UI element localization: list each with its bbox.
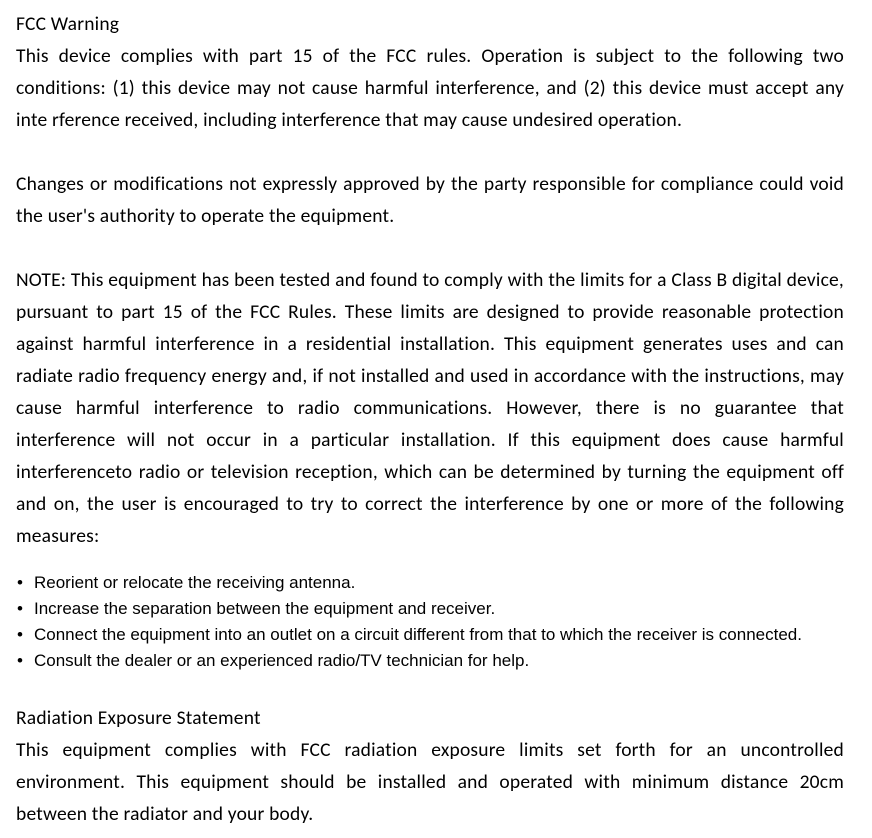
- fcc-warning-paragraph-2: Changes or modifications not expressly a…: [16, 168, 844, 232]
- document-page: FCC Warning This device complies with pa…: [0, 0, 872, 838]
- blank-line: [16, 674, 844, 702]
- fcc-warning-title: FCC Warning: [16, 8, 844, 40]
- list-item: Increase the separation between the equi…: [16, 596, 844, 622]
- blank-line: [16, 232, 844, 264]
- radiation-exposure-title: Radiation Exposure Statement: [16, 702, 844, 734]
- blank-line: [16, 552, 844, 570]
- list-item: Consult the dealer or an experienced rad…: [16, 648, 844, 674]
- fcc-warning-paragraph-1: This device complies with part 15 of the…: [16, 40, 844, 136]
- list-item: Connect the equipment into an outlet on …: [16, 622, 844, 648]
- fcc-warning-paragraph-3: NOTE: This equipment has been tested and…: [16, 264, 844, 552]
- blank-line: [16, 136, 844, 168]
- list-item: Reorient or relocate the receiving anten…: [16, 570, 844, 596]
- radiation-exposure-paragraph: This equipment complies with FCC radiati…: [16, 734, 844, 830]
- measures-list: Reorient or relocate the receiving anten…: [16, 570, 844, 674]
